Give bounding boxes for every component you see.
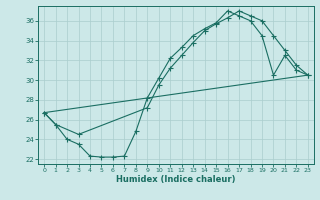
X-axis label: Humidex (Indice chaleur): Humidex (Indice chaleur) [116, 175, 236, 184]
